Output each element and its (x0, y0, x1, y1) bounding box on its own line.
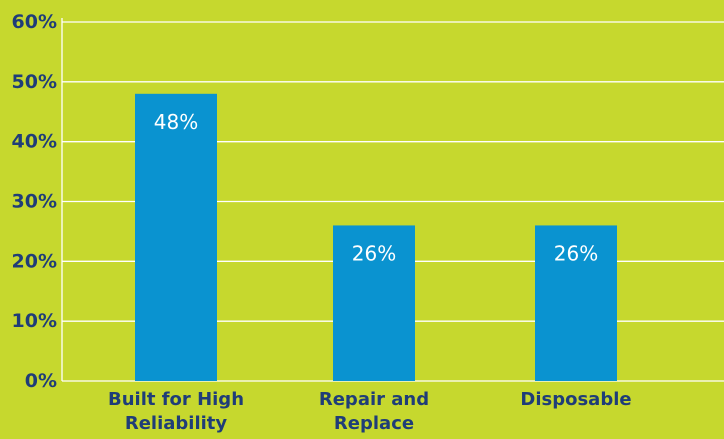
data-label: 48% (154, 110, 198, 134)
x-category-label: Repair and (319, 389, 429, 410)
axis-layer: 0% 10% 20% 30% 40% 50% 60% Built for High Reliab… (12, 11, 632, 434)
x-category-label: Disposable (520, 389, 631, 410)
y-tick-label: 10% (12, 310, 57, 332)
label-layer: 48% 26% 26% (154, 110, 598, 266)
bar-0 (135, 93, 217, 382)
data-label: 26% (352, 241, 396, 265)
y-tick-label: 40% (12, 131, 57, 153)
x-category-label: Reliability (125, 413, 228, 434)
y-tick-label: 0% (25, 370, 57, 392)
y-tick-label: 20% (12, 250, 57, 272)
x-category-label: Replace (334, 413, 414, 434)
bar-layer (135, 93, 617, 382)
x-category-label: Built for High (108, 389, 244, 410)
bar-2 (535, 225, 617, 381)
y-tick-label: 60% (12, 11, 57, 33)
bar-1 (333, 225, 415, 381)
data-label: 26% (554, 241, 598, 265)
y-tick-label: 50% (12, 71, 57, 93)
y-tick-label: 30% (12, 191, 57, 213)
